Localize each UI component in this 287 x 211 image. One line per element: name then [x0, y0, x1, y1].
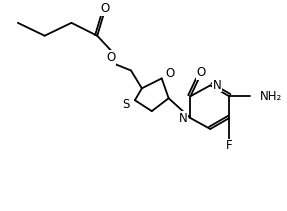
Text: S: S	[122, 98, 130, 111]
Text: O: O	[165, 67, 174, 80]
Text: F: F	[226, 139, 232, 152]
Text: NH₂: NH₂	[260, 90, 282, 103]
Text: N: N	[179, 112, 188, 124]
Text: N: N	[213, 79, 222, 92]
Text: O: O	[100, 3, 110, 15]
Text: O: O	[197, 66, 206, 79]
Text: O: O	[106, 51, 116, 64]
